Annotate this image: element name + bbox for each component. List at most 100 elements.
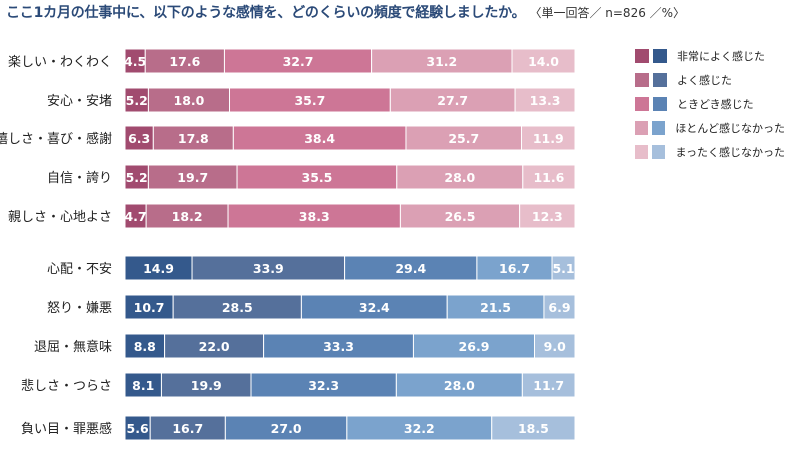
bar-segment	[519, 203, 576, 229]
legend-label: よく感じた	[677, 74, 732, 87]
legend-label: まったく感じなかった	[675, 146, 785, 159]
legend-swatch-positive	[635, 73, 649, 87]
bar-value-label: 28.0	[444, 170, 475, 185]
bar-segment	[405, 125, 522, 151]
legend-item-often: よく感じた	[635, 68, 785, 92]
bar-segment	[522, 164, 576, 190]
legend-swatch-negative	[653, 73, 667, 87]
row-label: 退屈・無意味	[34, 339, 112, 355]
bar-value-label: 31.2	[426, 54, 457, 69]
bar-segment	[145, 203, 229, 229]
legend-label: ほとんど感じなかった	[675, 122, 785, 135]
bar-value-label: 22.0	[199, 339, 230, 354]
row-label: 楽しい・わくわく	[8, 54, 112, 70]
bar-segment	[371, 48, 513, 74]
bar-value-label: 28.0	[444, 378, 475, 393]
bar-segment	[344, 255, 478, 281]
bar-value-label: 11.7	[533, 378, 564, 393]
stacked-bar-chart: 楽しい・わくわく 4.5 17.6 32.7 31.2 14.0 安心・安堵 5.2 18.0 3…	[0, 48, 576, 441]
bar-value-label: 6.3	[128, 131, 150, 146]
bar-segment	[191, 255, 346, 281]
bar-value-label: 38.3	[299, 209, 330, 224]
bar-segment	[511, 48, 576, 74]
bar-segment	[263, 333, 414, 359]
bar-value-label: 9.0	[544, 339, 566, 354]
bar-value-label: 29.4	[395, 261, 426, 276]
bar-value-label: 27.0	[271, 421, 302, 436]
bar-value-label: 32.4	[359, 300, 390, 315]
bar-value-label: 5.2	[126, 170, 148, 185]
chart-title: ここ1カ月の仕事中に、以下のような感情を、どのくらいの頻度で経験しましたか。	[6, 5, 526, 21]
legend-swatch-positive	[635, 49, 649, 63]
legend-swatch-positive	[635, 145, 649, 159]
legend-item-very-often: 非常によく感じた	[635, 44, 785, 68]
row-label: 負い目・罪悪感	[21, 421, 112, 437]
legend-swatch-positive	[635, 97, 649, 111]
bar-value-label: 8.8	[134, 339, 156, 354]
bar-value-label: 35.5	[302, 170, 333, 185]
bar-segment	[446, 294, 545, 320]
row-label: 親しさ・心地よさ	[8, 210, 112, 225]
bar-segment	[124, 333, 166, 359]
bar-value-label: 19.7	[177, 170, 208, 185]
legend-item-never: まったく感じなかった	[635, 140, 785, 164]
bar-value-label: 5.2	[126, 93, 148, 108]
bar-segment	[236, 164, 398, 190]
bar-value-label: 19.9	[191, 378, 222, 393]
bar-segment	[412, 333, 536, 359]
bar-value-label: 13.3	[530, 93, 561, 108]
bar-value-label: 33.3	[323, 339, 354, 354]
bar-value-label: 35.7	[294, 93, 325, 108]
bar-value-label: 5.1	[552, 261, 574, 276]
bar-segment	[551, 255, 576, 281]
bar-value-label: 26.9	[459, 339, 490, 354]
bar-value-label: 6.9	[548, 300, 570, 315]
bar-segment	[346, 415, 493, 441]
bar-value-label: 17.6	[169, 54, 200, 69]
bar-segment	[521, 372, 576, 398]
bar-segment	[491, 415, 576, 441]
bar-segment	[144, 48, 225, 74]
bar-segment	[396, 164, 524, 190]
bar-value-label: 12.3	[532, 209, 563, 224]
row-label: 安心・安堵	[47, 94, 112, 109]
bar-value-label: 16.7	[172, 421, 203, 436]
bar-value-label: 11.6	[533, 170, 564, 185]
bar-segment	[147, 164, 238, 190]
bar-segment	[224, 415, 348, 441]
bar-segment	[300, 294, 448, 320]
bar-value-label: 17.8	[178, 131, 209, 146]
bar-value-label: 28.5	[222, 300, 253, 315]
bar-value-label: 14.9	[143, 261, 174, 276]
bar-value-label: 25.7	[448, 131, 479, 146]
bar-value-label: 21.5	[480, 300, 511, 315]
bar-value-label: 32.7	[283, 54, 314, 69]
row-label: 悲しさ・つらさ	[21, 378, 112, 394]
bar-value-label: 33.9	[253, 261, 284, 276]
bar-value-label: 5.6	[127, 421, 149, 436]
chart-legend: 非常によく感じた よく感じた ときどき感じた ほとんど感じなかった まったく感じ…	[635, 44, 785, 164]
legend-label: ときどき感じた	[677, 98, 754, 111]
row-label: 怒り・嫌悪	[47, 301, 112, 316]
row-label: 自信・誇り	[47, 170, 112, 186]
row-label: 心配・不安	[47, 262, 112, 277]
bar-segment	[152, 125, 234, 151]
bar-segment	[124, 294, 174, 320]
legend-swatch-negative	[652, 121, 666, 135]
bar-value-label: 4.5	[124, 54, 146, 69]
legend-swatch-negative	[653, 49, 667, 63]
bar-value-label: 10.7	[134, 300, 165, 315]
bar-segment	[223, 48, 373, 74]
bar-segment	[229, 87, 391, 113]
bar-segment	[399, 203, 521, 229]
legend-item-sometimes: ときどき感じた	[635, 92, 785, 116]
legend-swatch-negative	[652, 145, 666, 159]
bar-value-label: 4.7	[124, 209, 146, 224]
bar-value-label: 27.7	[437, 93, 468, 108]
bar-value-label: 11.9	[533, 131, 564, 146]
legend-item-rarely: ほとんど感じなかった	[635, 116, 785, 140]
row-label: 嬉しさ・喜び・感謝	[0, 131, 112, 147]
bar-segment	[476, 255, 553, 281]
bar-value-label: 32.3	[308, 378, 339, 393]
bar-segment	[124, 372, 162, 398]
